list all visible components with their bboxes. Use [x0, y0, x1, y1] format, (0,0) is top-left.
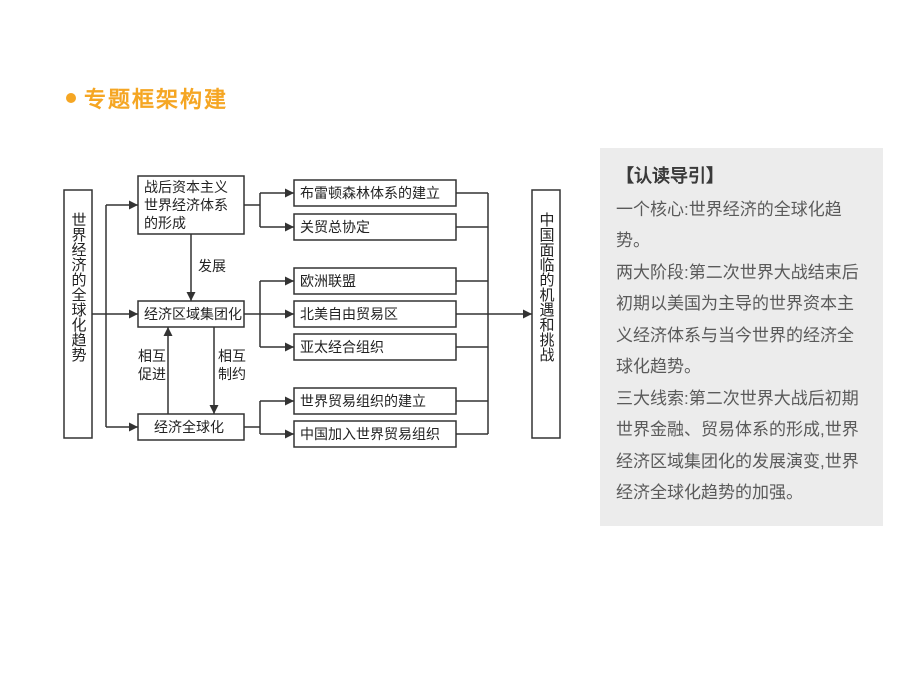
node-c2: 中国加入世界贸易组织 — [300, 426, 440, 442]
node-a2: 关贸总协定 — [300, 219, 370, 235]
edge-bc-left-1: 相互 — [138, 348, 166, 364]
node-a1: 布雷顿森林体系的建立 — [300, 185, 440, 201]
edge-bc-left-2: 促进 — [138, 366, 166, 382]
edge-bc-right-2: 制约 — [218, 366, 246, 382]
page-header: 专题框架构建 — [66, 82, 228, 114]
node-c1: 世界贸易组织的建立 — [300, 393, 426, 409]
guide-title: 【认读导引】 — [616, 162, 867, 188]
bullet-icon — [66, 93, 76, 103]
edge-label-ab: 发展 — [198, 258, 226, 274]
node-a-l2: 世界经济体系 — [144, 197, 228, 213]
node-b: 经济区域集团化 — [144, 306, 242, 322]
page-title: 专题框架构建 — [84, 82, 228, 114]
reading-guide-panel: 【认读导引】 一个核心:世界经济的全球化趋势。两大阶段:第二次世界大战结束后初期… — [600, 148, 883, 526]
node-c: 经济全球化 — [154, 419, 224, 435]
node-a-l1: 战后资本主义 — [144, 179, 228, 195]
concept-diagram: 世界经济的全球化趋势 战后资本主义 世界经济体系 的形成 经济区域集团化 经济全… — [60, 166, 570, 462]
node-root: 世界经济的全球化趋势 — [70, 212, 87, 363]
node-a-l3: 的形成 — [144, 215, 186, 231]
guide-body: 一个核心:世界经济的全球化趋势。两大阶段:第二次世界大战结束后初期以美国为主导的… — [616, 194, 867, 508]
node-b2: 北美自由贸易区 — [300, 306, 398, 322]
node-b3: 亚太经合组织 — [300, 339, 384, 355]
edge-bc-right-1: 相互 — [218, 348, 246, 364]
node-end: 中国面临的机遇和挑战 — [538, 212, 555, 363]
node-b1: 欧洲联盟 — [300, 273, 356, 289]
